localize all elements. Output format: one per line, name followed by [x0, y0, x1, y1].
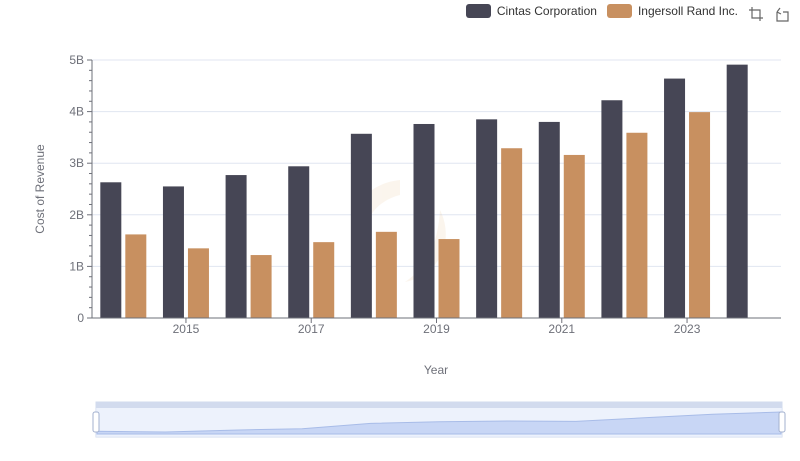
- y-tick-label: 5B: [69, 53, 84, 67]
- bar-ingersoll-2022[interactable]: [626, 132, 648, 318]
- bar-ingersoll-2021[interactable]: [563, 154, 585, 318]
- legend-swatch-cintas: [465, 4, 491, 18]
- data-zoom-top-bar[interactable]: [96, 402, 782, 408]
- legend-item-ingersoll[interactable]: Ingersoll Rand Inc.: [606, 4, 738, 18]
- bar-ingersoll-2014[interactable]: [125, 234, 147, 318]
- y-tick-label: 4B: [69, 105, 84, 119]
- bar-cintas-2024[interactable]: [726, 64, 748, 318]
- data-zoom-handle-left[interactable]: [92, 411, 100, 433]
- y-tick-label: 2B: [69, 208, 84, 222]
- bar-cintas-2018[interactable]: [350, 133, 372, 318]
- data-zoom-slider[interactable]: [92, 401, 786, 438]
- legend-swatch-ingersoll: [606, 4, 632, 18]
- data-zoom-handle-right[interactable]: [778, 411, 786, 433]
- legend: Cintas Corporation Ingersoll Rand Inc.: [465, 4, 738, 18]
- legend-label-ingersoll: Ingersoll Rand Inc.: [637, 4, 738, 18]
- bar-ingersoll-2023[interactable]: [689, 112, 711, 318]
- y-tick-label: 0: [77, 311, 84, 325]
- x-axis-title: Year: [424, 363, 448, 377]
- bar-cintas-2015[interactable]: [162, 186, 184, 318]
- legend-label-cintas: Cintas Corporation: [496, 4, 597, 18]
- x-tick-label: 2015: [173, 322, 200, 336]
- bar-cintas-2016[interactable]: [225, 175, 247, 318]
- chart-toolbar: [748, 6, 790, 22]
- bar-cintas-2019[interactable]: [413, 123, 435, 318]
- bars: [100, 64, 748, 319]
- legend-item-cintas[interactable]: Cintas Corporation: [465, 4, 597, 18]
- bar-cintas-2022[interactable]: [601, 100, 623, 318]
- bar-cintas-2021[interactable]: [538, 121, 560, 318]
- bar-ingersoll-2017[interactable]: [313, 242, 335, 318]
- bar-ingersoll-2016[interactable]: [250, 255, 272, 318]
- y-tick-label: 3B: [69, 156, 84, 170]
- bar-cintas-2017[interactable]: [288, 166, 310, 318]
- bar-cintas-2020[interactable]: [476, 119, 498, 318]
- x-axis: 2015 2017 2019 2021 2023: [92, 317, 781, 336]
- bar-ingersoll-2015[interactable]: [187, 248, 209, 318]
- zoom-icon[interactable]: [748, 6, 764, 22]
- bar-cintas-2023[interactable]: [664, 78, 686, 319]
- restore-icon[interactable]: [774, 6, 790, 22]
- x-tick-label: 2017: [298, 322, 325, 336]
- data-zoom-preview: [96, 411, 782, 435]
- x-tick-label: 2019: [423, 322, 450, 336]
- x-tick-label: 2021: [548, 322, 575, 336]
- y-axis: 0 1B 2B 3B 4B 5B: [69, 53, 93, 325]
- y-axis-title: Cost of Revenue: [33, 144, 47, 234]
- bar-cintas-2014[interactable]: [100, 182, 122, 318]
- bar-ingersoll-2020[interactable]: [501, 148, 523, 318]
- y-tick-label: 1B: [69, 259, 84, 273]
- bar-ingersoll-2019[interactable]: [438, 239, 460, 318]
- bar-ingersoll-2018[interactable]: [375, 231, 397, 318]
- x-tick-label: 2023: [674, 322, 701, 336]
